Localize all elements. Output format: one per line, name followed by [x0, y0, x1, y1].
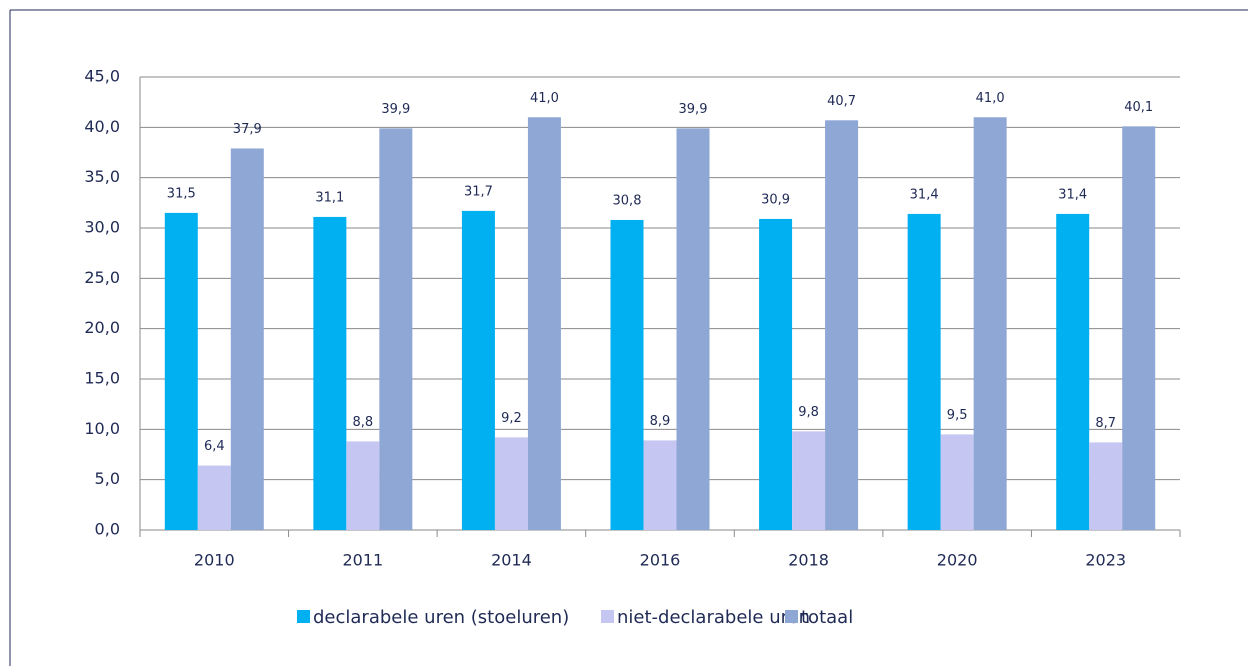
value-label: 39,9 [679, 102, 708, 117]
y-tick-label: 5,0 [95, 469, 120, 488]
value-label: 9,5 [947, 408, 968, 423]
legend-swatch [601, 610, 614, 623]
value-label: 30,8 [613, 193, 642, 208]
value-label: 31,1 [315, 190, 344, 205]
bar [907, 213, 941, 530]
value-label: 31,7 [464, 184, 493, 199]
bar [940, 434, 974, 530]
bar [759, 218, 793, 530]
legend-swatch [785, 610, 798, 623]
value-label: 39,9 [381, 102, 410, 117]
bar [313, 216, 347, 530]
legend-swatch [297, 610, 310, 623]
bar [164, 212, 198, 530]
x-tick-label: 2023 [1085, 551, 1126, 570]
y-tick-label: 15,0 [84, 369, 120, 388]
bar [973, 117, 1007, 531]
bar [197, 465, 231, 530]
y-tick-label: 10,0 [84, 419, 120, 438]
value-label: 9,8 [798, 405, 819, 420]
bar [1056, 213, 1090, 530]
bar [792, 431, 826, 530]
x-tick-label: 2018 [788, 551, 829, 570]
x-tick-label: 2020 [937, 551, 978, 570]
y-tick-label: 35,0 [84, 167, 120, 186]
y-tick-label: 25,0 [84, 268, 120, 287]
value-label: 41,0 [976, 91, 1005, 106]
x-tick-label: 2010 [194, 551, 235, 570]
legend-label: declarabele uren (stoeluren) [313, 607, 569, 628]
x-tick-label: 2014 [491, 551, 532, 570]
bar [527, 117, 561, 531]
x-tick-label: 2011 [342, 551, 383, 570]
value-label: 6,4 [204, 439, 225, 454]
bar [379, 128, 413, 530]
bar [461, 210, 495, 531]
y-tick-label: 0,0 [95, 520, 120, 539]
bar [346, 441, 380, 530]
value-label: 37,9 [233, 122, 262, 137]
y-tick-label: 30,0 [84, 218, 120, 237]
value-label: 31,4 [910, 187, 939, 202]
bar [494, 437, 528, 530]
x-tick-label: 2016 [640, 551, 681, 570]
legend-label: niet-declarabele uren [617, 607, 810, 628]
bar [610, 219, 644, 531]
bar [230, 148, 264, 530]
legend-label: totaal [801, 607, 853, 628]
y-tick-label: 45,0 [84, 67, 120, 86]
bar [1089, 442, 1123, 530]
bar [676, 128, 710, 530]
value-label: 30,9 [761, 192, 790, 207]
y-tick-label: 40,0 [84, 117, 120, 136]
value-label: 40,7 [827, 94, 856, 109]
y-tick-label: 20,0 [84, 318, 120, 337]
value-label: 8,8 [353, 415, 374, 430]
value-label: 8,9 [650, 414, 671, 429]
bar [643, 440, 677, 530]
value-label: 8,7 [1095, 416, 1116, 431]
value-label: 31,4 [1058, 187, 1087, 202]
value-label: 31,5 [167, 186, 196, 201]
value-label: 9,2 [501, 411, 522, 426]
bar [825, 120, 859, 530]
value-label: 40,1 [1124, 100, 1153, 115]
bar [1122, 126, 1156, 531]
value-label: 41,0 [530, 91, 559, 106]
